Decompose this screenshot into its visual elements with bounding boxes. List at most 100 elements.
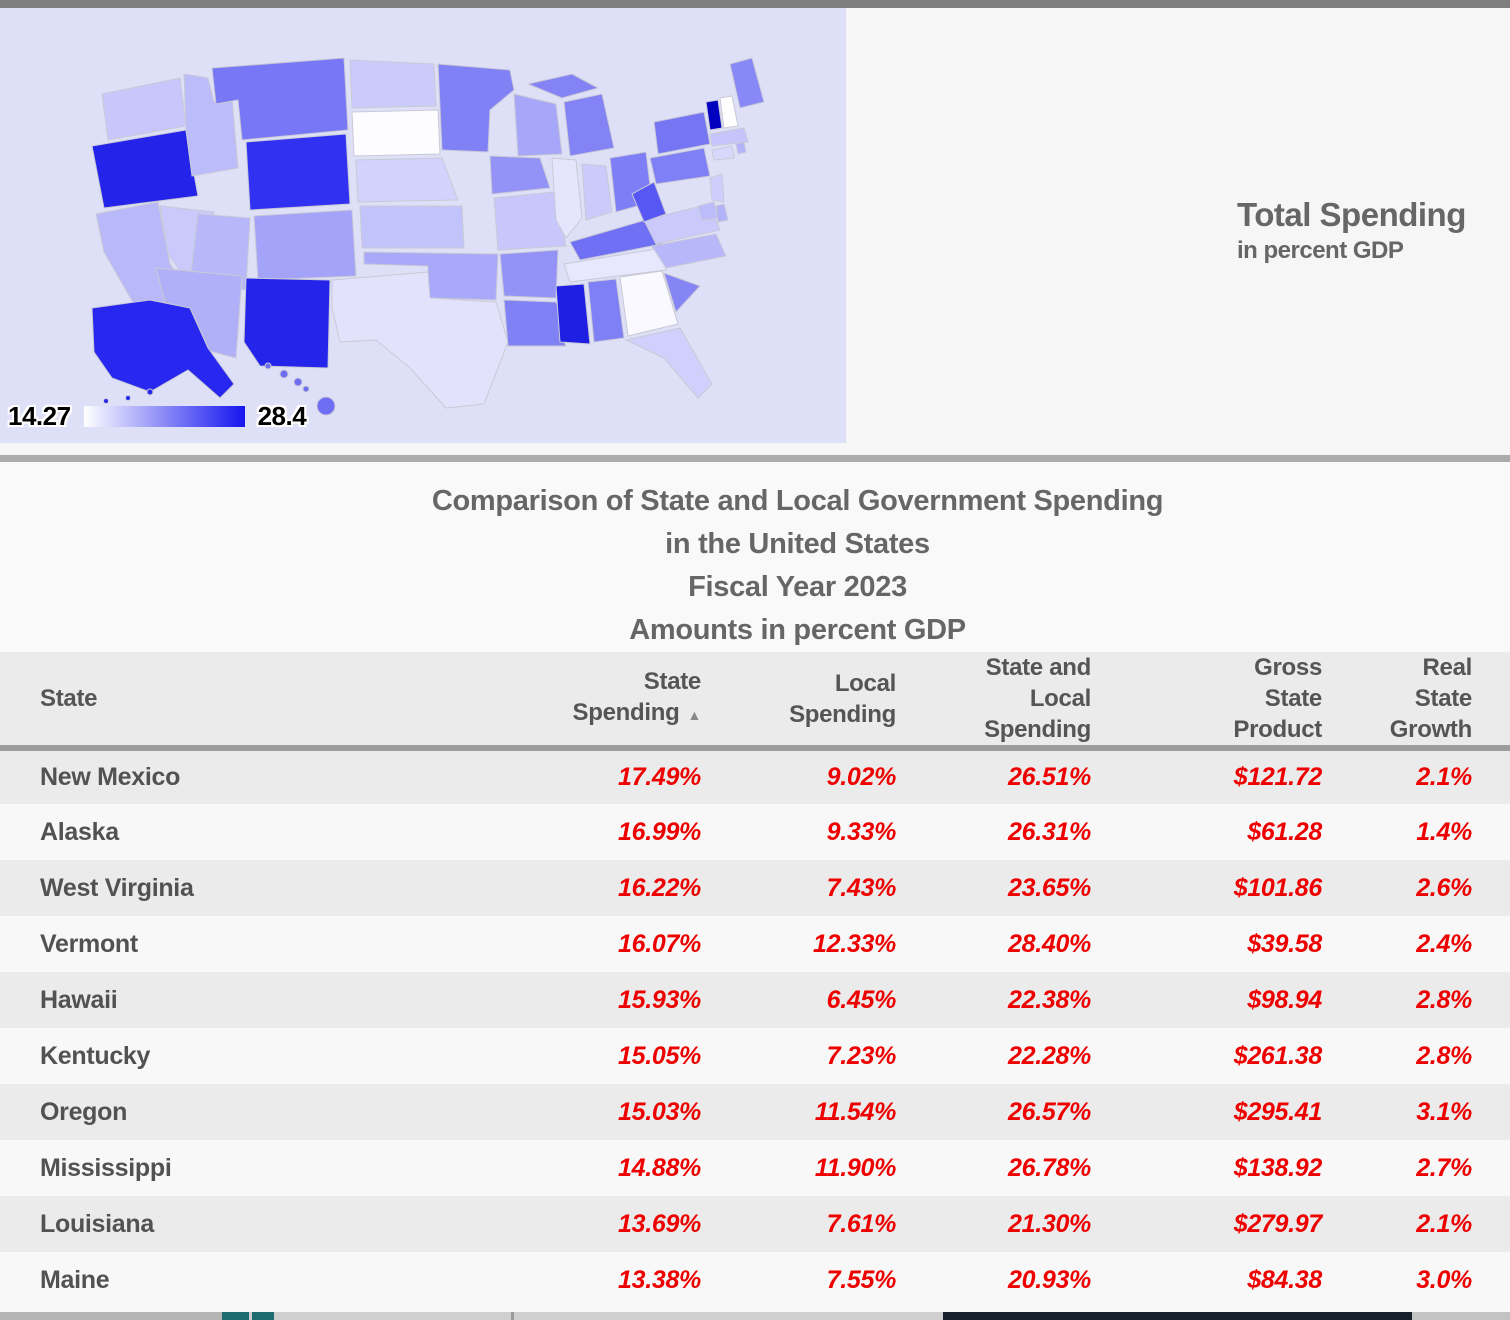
metric-value: 11.54% xyxy=(814,1097,896,1126)
state-alabama[interactable] xyxy=(587,278,625,343)
state-south-carolina[interactable] xyxy=(663,272,701,313)
state-north-carolina[interactable] xyxy=(651,233,727,269)
state-kansas[interactable] xyxy=(359,205,465,249)
state-georgia[interactable] xyxy=(619,270,679,337)
metric-value: 12.33% xyxy=(813,929,896,958)
table-row: Louisiana 13.69% 7.61% 21.30% $279.97 2.1% xyxy=(0,1196,1510,1252)
state-mississippi[interactable] xyxy=(555,283,591,345)
metric-value: 15.93% xyxy=(618,985,701,1014)
state-colorado[interactable] xyxy=(253,209,357,281)
metric-value: $261.38 xyxy=(1233,1041,1323,1070)
column-header-state-and-local-spending[interactable]: State and Local Spending xyxy=(896,652,1091,748)
state-wyoming[interactable] xyxy=(245,133,351,211)
metric-value: 7.61% xyxy=(826,1209,897,1238)
state-alaska[interactable] xyxy=(91,299,235,399)
state-pennsylvania[interactable] xyxy=(649,147,711,185)
metric-value: 2.6% xyxy=(1416,873,1472,902)
metric-value: 9.33% xyxy=(826,817,897,846)
table-row: West Virginia 16.22% 7.43% 23.65% $101.86 2.6… xyxy=(0,860,1510,916)
metric-value: 16.22% xyxy=(618,873,701,902)
legend-max-label: 28.4 xyxy=(257,401,307,431)
state-washington[interactable] xyxy=(101,77,187,141)
state-nebraska[interactable] xyxy=(355,157,459,203)
column-header-state[interactable]: State xyxy=(0,652,480,748)
state-new-mexico[interactable] xyxy=(243,277,331,369)
footer-segment xyxy=(943,1312,1412,1320)
state-massachusetts[interactable] xyxy=(709,127,749,147)
state-illinois[interactable] xyxy=(551,157,583,239)
state-rhode-island[interactable] xyxy=(735,141,747,155)
column-header-gross-state-product[interactable]: Gross State Product xyxy=(1091,652,1322,748)
state-new-hampshire[interactable] xyxy=(719,95,739,129)
state-south-dakota[interactable] xyxy=(351,109,441,157)
column-header-local-spending[interactable]: Local Spending xyxy=(701,652,896,748)
metric-value: $295.41 xyxy=(1233,1097,1323,1126)
state-maryland[interactable] xyxy=(697,201,719,221)
state-maine[interactable] xyxy=(729,57,765,109)
state-connecticut[interactable] xyxy=(711,145,735,161)
state-michigan-upper[interactable] xyxy=(527,73,599,99)
metric-value: 3.0% xyxy=(1416,1265,1472,1294)
map-subtitle: in percent GDP xyxy=(1237,237,1404,264)
hawaii-island[interactable] xyxy=(302,385,310,393)
hawaii-island[interactable] xyxy=(279,369,289,379)
metric-value: 7.55% xyxy=(826,1265,897,1294)
hawaii-island[interactable] xyxy=(264,362,272,370)
state-indiana[interactable] xyxy=(581,163,613,221)
state-iowa[interactable] xyxy=(489,155,551,195)
footer-segment xyxy=(0,1312,222,1320)
table-row: Kentucky 15.05% 7.23% 22.28% $261.38 2.8% xyxy=(0,1028,1510,1084)
footer-logo-block xyxy=(222,1312,249,1320)
column-header-state-spending[interactable]: State Spending ▲ xyxy=(480,652,701,748)
legend-gradient-bar xyxy=(83,406,245,427)
state-oregon[interactable] xyxy=(91,129,199,209)
footer-segment xyxy=(1412,1312,1510,1320)
hawaii-island[interactable] xyxy=(316,396,336,416)
hawaii-island[interactable] xyxy=(293,377,303,387)
metric-value: 14.88% xyxy=(618,1153,701,1182)
metric-value: 2.7% xyxy=(1416,1153,1472,1182)
state-name: New Mexico xyxy=(40,763,181,791)
spending-table: State State Spending ▲ Local Spending Sta… xyxy=(0,652,1510,1308)
us-map-svg xyxy=(91,57,765,416)
state-vermont[interactable] xyxy=(705,99,723,131)
legend-min-label: 14.27 xyxy=(8,401,71,431)
state-new-york[interactable] xyxy=(653,111,711,155)
state-wisconsin[interactable] xyxy=(513,93,563,157)
state-minnesota[interactable] xyxy=(437,63,515,153)
metric-value: 13.38% xyxy=(618,1265,701,1294)
metric-value: 2.1% xyxy=(1416,763,1472,791)
state-tennessee[interactable] xyxy=(563,247,667,283)
state-missouri[interactable] xyxy=(493,191,567,251)
state-florida[interactable] xyxy=(625,327,713,399)
table-title-line: Fiscal Year 2023 xyxy=(688,571,907,603)
metric-value: 6.45% xyxy=(826,985,897,1014)
state-michigan[interactable] xyxy=(563,93,615,157)
state-name: Oregon xyxy=(40,1097,128,1126)
spending-table-body: New Mexico 17.49% 9.02% 26.51% $121.72 2.1% Al… xyxy=(0,748,1510,1308)
footer-logo-block xyxy=(252,1312,274,1320)
metric-value: 9.02% xyxy=(826,763,897,791)
metric-value: 2.8% xyxy=(1416,985,1472,1014)
state-west-virginia[interactable] xyxy=(631,181,667,223)
state-idaho[interactable] xyxy=(183,73,239,177)
aleutian-island[interactable] xyxy=(125,395,131,401)
metric-value: 7.43% xyxy=(826,873,897,902)
aleutian-island[interactable] xyxy=(103,398,109,404)
state-montana[interactable] xyxy=(211,57,349,141)
metric-value: $121.72 xyxy=(1233,763,1323,791)
state-name: Maine xyxy=(40,1265,110,1294)
spending-table-section: Comparison of State and Local Government… xyxy=(0,462,1510,1312)
state-new-jersey[interactable] xyxy=(709,173,725,203)
metric-value: $138.92 xyxy=(1233,1153,1323,1182)
metric-value: 28.40% xyxy=(1008,929,1091,958)
state-north-dakota[interactable] xyxy=(349,59,437,109)
map-title-block: Total Spending in percent GDP xyxy=(1237,196,1466,265)
aleutian-island[interactable] xyxy=(146,388,154,396)
state-delaware[interactable] xyxy=(715,203,729,223)
state-arkansas[interactable] xyxy=(499,249,559,299)
metric-value: 16.07% xyxy=(618,929,701,958)
column-header-real-state-growth[interactable]: Real State Growth xyxy=(1322,652,1510,748)
state-texas[interactable] xyxy=(331,271,509,409)
